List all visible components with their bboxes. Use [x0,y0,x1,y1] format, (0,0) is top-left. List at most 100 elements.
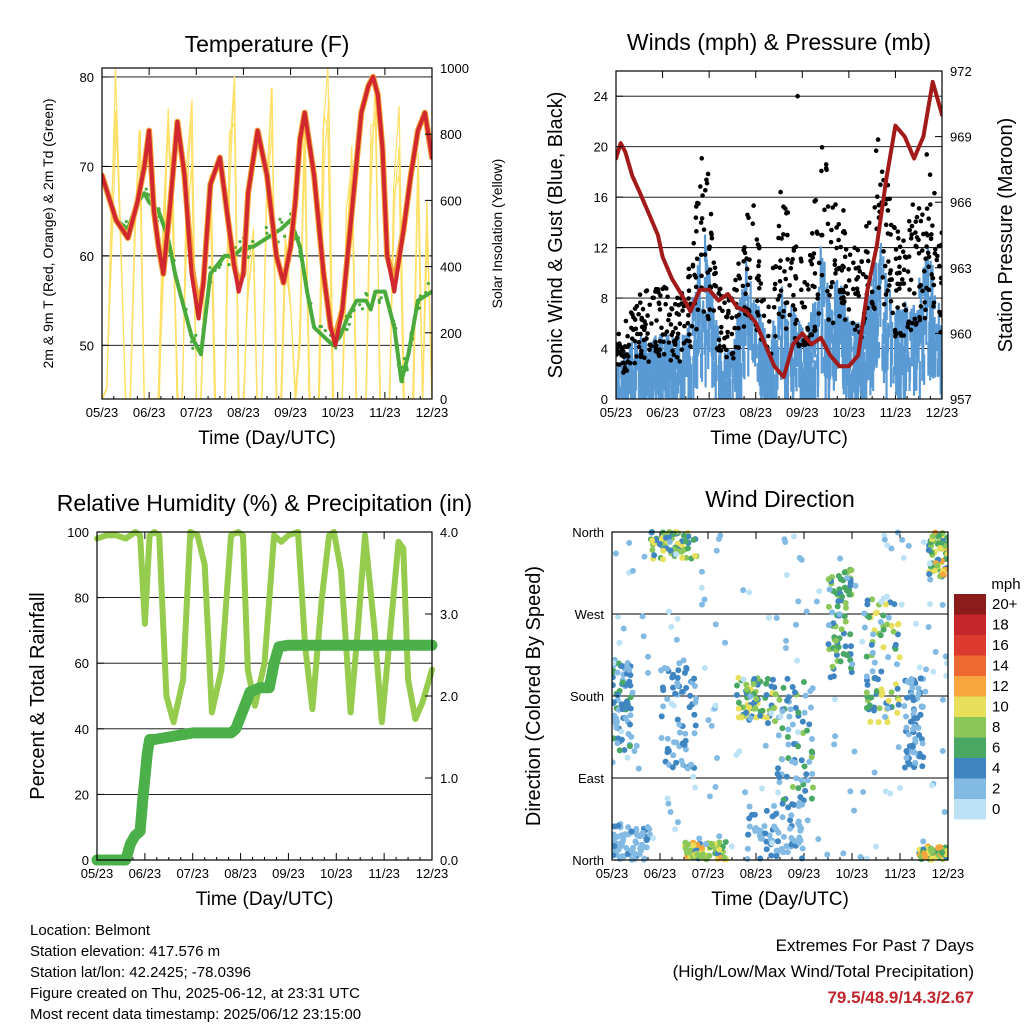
gust-point [897,264,902,270]
gust-point [622,365,628,371]
x-tick-label: 06/23 [133,405,166,420]
wind-direction-point [785,741,792,748]
y-tick-label: North [572,853,604,868]
gust-point [905,269,911,274]
dewpoint-point [347,322,351,326]
wind-direction-point [716,833,723,840]
gust-point [801,338,806,343]
gust-point [689,323,695,329]
wind-direction-point [712,621,719,628]
y-tick-label: 80 [80,70,94,85]
gust-point [927,172,933,178]
gust-point [677,359,683,364]
wind-direction-point [926,571,933,578]
gust-point [806,287,811,292]
x-axis-label-rh: Time (Day/UTC) [196,889,334,910]
dewpoint-point [393,331,397,335]
wind-direction-point [905,542,912,549]
gust-point [731,355,736,361]
gust-point [687,339,692,344]
wind-direction-point [900,554,907,561]
x-tick-label: 11/23 [884,866,916,881]
wind-direction-point [696,835,703,842]
dewpoint-point [360,307,365,311]
gust-point [913,243,919,249]
wind-direction-point [784,675,791,682]
dewpoint-series [102,173,432,384]
wind-direction-point [784,697,791,704]
wind-direction-point [796,554,803,561]
wind-direction-point [743,686,750,693]
gust-point [686,266,692,272]
gust-point [842,317,848,322]
gust-point [895,281,900,287]
wind-direction-point [698,584,705,591]
wind-direction-point [757,835,764,842]
wind-direction-point [660,547,667,554]
wind-direction-point [825,576,832,583]
gust-point [937,263,942,269]
wind-direction-point [883,593,890,600]
wind-direction-point [764,675,771,682]
dewpoint-point [265,231,269,235]
wind-direction-point [779,708,786,715]
x-tick-label: 11/23 [369,405,401,420]
gust-point [705,171,711,177]
gust-point [932,190,937,196]
wind-direction-point [825,622,832,629]
wind-direction-point [649,547,656,554]
dewpoint-point [344,314,349,318]
wind-direction-point [669,674,676,681]
gust-point [780,314,785,320]
wind-direction-point [894,685,901,692]
gust-point [660,286,665,292]
x-tick-label: 08/23 [224,866,257,881]
wind-direction-point [768,852,775,859]
gust-point [842,230,848,236]
gust-point [657,339,663,344]
x-tick-label: 05/23 [596,866,629,881]
gust-point [694,229,699,234]
wind-direction-point [829,609,836,616]
wind-direction-point [809,685,816,692]
wind-direction-point [895,701,902,708]
gust-point [855,274,861,280]
latlon-text: Station lat/lon: 42.2425; -78.0396 [30,964,252,981]
gust-point [781,308,786,314]
wind-direction-point [619,853,626,860]
wind-direction-point [612,659,617,666]
wind-direction-point [842,604,849,611]
wind-direction-point [878,686,885,693]
wind-direction-point [664,795,671,802]
gust-point [639,317,644,323]
gust-point [843,247,849,252]
wind-direction-point [768,683,775,690]
wind-direction-point [837,658,844,665]
wind-direction-point [943,672,948,679]
gust-point [625,344,630,349]
wind-direction-point [763,692,770,699]
gust-point [771,305,777,310]
wind-direction-point [777,713,784,720]
gust-point [816,260,822,266]
wind-direction-point [769,676,776,683]
x-tick-label: 10/23 [833,405,866,420]
wind-direction-point [782,645,789,652]
wind-direction-point [664,735,671,742]
wind-direction-point [808,748,815,755]
wind-direction-point [915,685,922,692]
gust-point [624,352,630,357]
wind-direction-point [686,849,693,856]
gust-point [649,321,654,326]
wind-direction-point [668,623,675,630]
wind-direction-point [903,754,910,761]
wind-direction-point [722,639,729,646]
dewpoint-point [173,275,178,279]
gust-point [876,285,881,290]
x-tick-label: 11/23 [368,866,400,881]
gust-point [924,244,929,249]
gust-point [881,249,886,254]
wind-direction-point [920,539,927,546]
dewpoint-point [418,294,422,298]
wind-direction-point [825,603,832,610]
